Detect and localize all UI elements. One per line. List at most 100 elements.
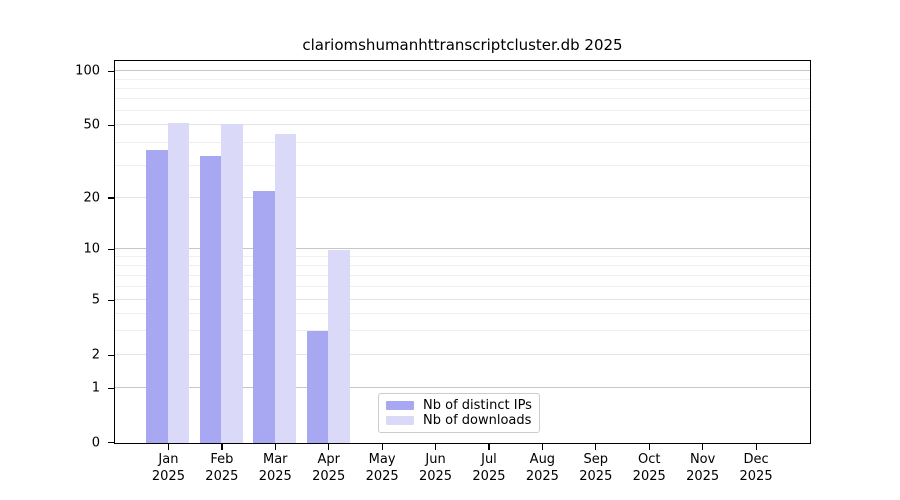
- gridline-y-1: [114, 387, 810, 389]
- month-label: Nov: [689, 452, 716, 467]
- gridline-y-80: [114, 87, 810, 89]
- gridline-y-30: [114, 164, 810, 166]
- year-label: 2025: [686, 468, 720, 484]
- x-tick-dec: [755, 444, 757, 450]
- y-tick-100: [107, 70, 114, 73]
- x-tick-label-oct: Oct 2025: [617, 452, 681, 485]
- bar-downloads-mar: [274, 134, 297, 443]
- year-label: 2025: [739, 468, 773, 484]
- gridline-y-4: [114, 312, 810, 314]
- x-tick-label-aug: Aug 2025: [510, 452, 574, 485]
- x-tick-mar: [274, 444, 276, 450]
- gridline-y-90: [114, 78, 810, 80]
- x-tick-sep: [595, 444, 597, 450]
- x-tick-label-apr: Apr 2025: [297, 452, 361, 485]
- gridline-y-9: [114, 256, 810, 258]
- month-label: Aug: [529, 452, 556, 467]
- year-label: 2025: [632, 468, 666, 484]
- gridline-y-3: [114, 329, 810, 331]
- bar-distinct-ips-apr: [306, 331, 329, 443]
- bar-downloads-jan: [167, 122, 190, 443]
- y-tick-label-20: 20: [83, 190, 100, 206]
- month-label: Sep: [583, 452, 609, 467]
- x-tick-aug: [541, 444, 544, 450]
- gridline-y-10: [114, 248, 810, 250]
- month-label: May: [368, 452, 396, 467]
- x-tick-label-dec: Dec 2025: [724, 452, 788, 485]
- x-tick-feb: [221, 444, 223, 450]
- gridline-y-50: [114, 124, 810, 126]
- year-label: 2025: [365, 468, 399, 484]
- y-tick-5: [107, 299, 114, 301]
- x-tick-label-may: May 2025: [350, 452, 414, 485]
- month-label: Apr: [317, 452, 340, 467]
- year-label: 2025: [312, 468, 346, 484]
- month-label: Oct: [637, 452, 661, 467]
- x-tick-label-jul: Jul 2025: [457, 452, 521, 485]
- gridline-y-60: [114, 110, 810, 112]
- y-tick-label-1: 1: [91, 380, 100, 396]
- legend-label-distinct-ips: Nb of distinct IPs: [423, 397, 532, 413]
- month-label: Mar: [263, 452, 288, 467]
- y-tick-0: [107, 442, 114, 444]
- x-tick-nov: [702, 444, 704, 450]
- year-label: 2025: [525, 468, 559, 484]
- gridline-y-7: [114, 274, 810, 276]
- gridline-y-5: [114, 299, 810, 301]
- x-tick-jul: [488, 444, 490, 450]
- month-label: Jan: [158, 452, 179, 467]
- x-tick-jan: [167, 444, 170, 450]
- bar-downloads-feb: [221, 124, 243, 443]
- y-tick-20: [107, 197, 114, 199]
- x-tick-label-sep: Sep 2025: [564, 452, 628, 485]
- year-label: 2025: [151, 468, 185, 484]
- year-label: 2025: [205, 468, 239, 484]
- x-tick-label-nov: Nov 2025: [671, 452, 735, 485]
- gridline-y-40: [114, 142, 810, 144]
- gridline-y-2: [114, 354, 810, 356]
- month-label: Feb: [210, 452, 234, 467]
- bar-downloads-apr: [328, 250, 350, 443]
- x-tick-may: [381, 444, 383, 450]
- month-label: Dec: [743, 452, 769, 467]
- gridline-y-8: [114, 264, 810, 266]
- x-tick-label-feb: Feb 2025: [190, 452, 254, 485]
- x-tick-apr: [328, 444, 330, 450]
- bar-distinct-ips-jan: [146, 149, 168, 443]
- x-tick-label-jun: Jun 2025: [404, 452, 468, 485]
- y-tick-50: [107, 124, 114, 127]
- gridline-y-100: [114, 70, 810, 72]
- year-label: 2025: [579, 468, 613, 484]
- y-tick-label-0: 0: [91, 435, 100, 450]
- legend-swatch-downloads: [386, 415, 414, 425]
- x-tick-label-jan: Jan 2025: [136, 452, 200, 485]
- gridline-y-6: [114, 285, 810, 287]
- bar-distinct-ips-mar: [253, 190, 275, 443]
- y-tick-1: [107, 387, 114, 390]
- x-tick-jun: [435, 444, 437, 450]
- year-label: 2025: [472, 468, 506, 484]
- y-tick-label-5: 5: [91, 292, 100, 308]
- legend-item-downloads: Nb of downloads: [386, 413, 531, 428]
- y-tick-label-50: 50: [83, 117, 100, 133]
- legend-label-downloads: Nb of downloads: [423, 412, 532, 428]
- x-tick-oct: [648, 444, 650, 450]
- bar-distinct-ips-feb: [199, 156, 222, 443]
- gridline-y-20: [114, 196, 810, 198]
- year-label: 2025: [418, 468, 453, 484]
- year-label: 2025: [258, 468, 292, 484]
- legend-item-distinct-ips: Nb of distinct IPs: [386, 397, 532, 413]
- chart-title: clariomshumanhttranscriptcluster.db 2025: [302, 36, 623, 54]
- legend: Nb of distinct IPs Nb of downloads: [378, 392, 540, 433]
- month-label: Jul: [481, 452, 497, 467]
- y-tick-label-100: 100: [75, 63, 100, 79]
- y-tick-2: [107, 354, 114, 356]
- legend-swatch-distinct-ips: [386, 400, 414, 410]
- plot-area: [113, 59, 811, 444]
- y-tick-label-10: 10: [83, 241, 100, 257]
- y-tick-label-2: 2: [91, 347, 100, 363]
- month-label: Jun: [425, 452, 446, 467]
- y-tick-10: [107, 248, 114, 251]
- x-tick-label-mar: Mar 2025: [243, 452, 307, 485]
